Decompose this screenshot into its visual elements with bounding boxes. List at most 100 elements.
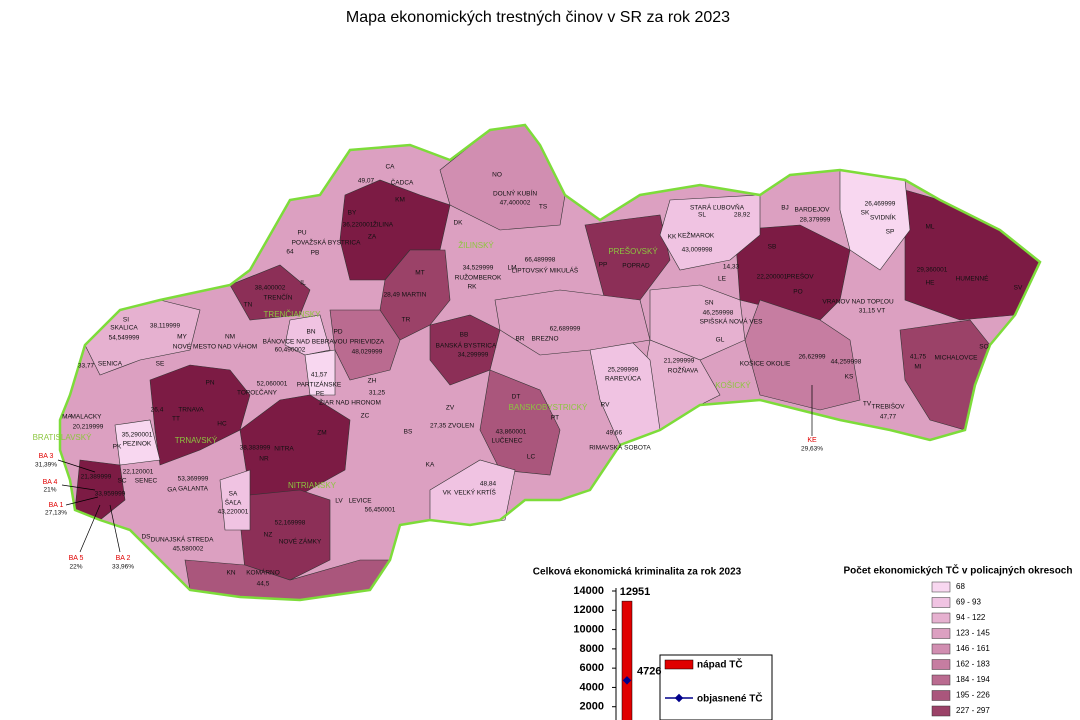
y-tick-label: 10000 <box>573 623 604 635</box>
bar <box>621 600 633 720</box>
district <box>219 469 251 531</box>
district-label: 45,580002 <box>173 546 204 553</box>
legend-title: Počet ekonomických TČ v policajných okre… <box>844 564 1073 577</box>
district-label: SENICA <box>98 361 123 368</box>
district-label: POPRAD <box>622 263 650 270</box>
district-label: 33,959999 <box>95 491 126 498</box>
district-label: 36,220001 <box>343 222 374 229</box>
district-label: 26,469999 <box>865 201 896 208</box>
district-label: SP <box>886 229 895 236</box>
district-label: 60,490002 <box>275 347 306 354</box>
district-label: TV <box>863 401 872 408</box>
district <box>284 314 331 356</box>
district-label: 41,57 <box>311 372 328 379</box>
district-label: LV <box>335 498 343 505</box>
district-label: DUNAJSKÁ STREDA <box>151 535 215 544</box>
legend-swatch <box>931 659 951 670</box>
district-label: 31,39% <box>35 462 57 469</box>
district-label: VK <box>443 490 452 497</box>
district-label: RIMAVSKÁ SOBOTA <box>589 443 651 452</box>
legend-label: 146 - 161 <box>956 644 990 653</box>
district-label: ZC <box>361 413 370 420</box>
district-label: SC <box>117 478 126 485</box>
legend-label: 123 - 145 <box>956 629 990 638</box>
district-label: MA <box>62 414 72 421</box>
district-label: 26,4 <box>151 407 164 414</box>
legend-label: nápad TČ <box>697 658 743 671</box>
district-label: 22% <box>69 564 82 571</box>
district-label: 64 <box>286 249 294 256</box>
district-label: 28,92 <box>734 212 751 219</box>
map <box>58 123 1042 602</box>
legend-swatch <box>931 612 951 624</box>
district-label: 48,029999 <box>352 349 383 356</box>
district-label: 53,369999 <box>178 476 209 483</box>
district-label: LE <box>718 276 727 283</box>
legend-label: 227 - 297 <box>956 706 990 715</box>
district-label: 62,689999 <box>550 326 581 333</box>
district-label: 48,84 <box>480 481 497 488</box>
district-label: BA 5 <box>69 555 84 562</box>
district-label: BANSKÁ BYSTRICA <box>436 341 497 350</box>
district-label: 43,220001 <box>218 509 249 516</box>
y-tick-label: 12000 <box>573 604 604 616</box>
district-label: 27,35 ZVOLEN <box>430 423 474 430</box>
district-label: 14,33 <box>723 264 740 271</box>
legend-swatch <box>931 581 951 593</box>
district-label: NO <box>492 172 502 179</box>
district-label: 26,62999 <box>798 354 825 361</box>
district-label: DS <box>141 534 151 541</box>
country-border <box>58 123 1042 602</box>
district-label: BARDEJOV <box>794 207 830 214</box>
region-label: KOŠICKÝ <box>715 381 751 390</box>
district-label: MALACKY <box>70 414 102 421</box>
district-label: NZ <box>264 532 273 539</box>
legend-swatch <box>931 643 951 655</box>
district-label: 66,489998 <box>525 257 556 264</box>
district-label: PN <box>205 380 214 387</box>
district-label: PK <box>113 444 122 451</box>
district-label: ŽILINA <box>373 220 394 229</box>
district-label: DOLNÝ KUBÍN <box>493 189 537 198</box>
district-label: TR <box>402 317 411 324</box>
district-label: LC <box>527 454 536 461</box>
district-label: SVIDNÍK <box>870 213 897 222</box>
district-label: STARÁ ĽUBOVŇA <box>690 203 745 212</box>
district-label: ZM <box>317 430 326 437</box>
district-label: LUČENEC <box>491 436 522 445</box>
district-label: 52,169998 <box>275 520 306 527</box>
district-label: 28,379999 <box>800 217 831 224</box>
district-label: 35,290001 <box>122 432 153 439</box>
district-label: 22,200001 <box>757 274 788 281</box>
district-label: ČADCA <box>391 178 414 187</box>
district-label: RV <box>601 402 611 409</box>
district-label: 44,259998 <box>831 359 862 366</box>
district-label: 56,450001 <box>365 507 396 514</box>
district-label: PU <box>297 230 306 237</box>
district-label: BREZNO <box>531 336 558 343</box>
district-label: ZA <box>368 234 377 241</box>
y-tick-label: 4000 <box>580 681 604 693</box>
district-label: NR <box>259 456 269 463</box>
district <box>479 369 561 476</box>
district-label: PT <box>551 415 559 422</box>
district-label: SA <box>229 491 238 498</box>
callouts <box>57 385 813 553</box>
district-label: BA 3 <box>39 453 54 460</box>
district-label: 21,299999 <box>664 358 695 365</box>
district-label: NOVÉ ZÁMKY <box>279 537 322 546</box>
y-tick-label: 6000 <box>580 662 604 674</box>
district-label: 47,77 <box>880 414 897 421</box>
district-label: DK <box>453 220 463 227</box>
district-label: 21,389999 <box>81 474 112 481</box>
district-label: PP <box>599 262 608 269</box>
district-label: PREŠOV <box>786 272 814 281</box>
district-label: 41,75 <box>910 354 927 361</box>
district-label: KEŽMAROK <box>678 231 715 240</box>
district-label: 34,529999 <box>463 265 494 272</box>
legend-label: 195 - 226 <box>956 691 990 700</box>
point-value-label: 4726 <box>637 665 661 677</box>
district-label: 44,5 <box>257 581 270 588</box>
district-label: TT <box>172 416 180 423</box>
region-label: PREŠOVSKÝ <box>608 247 658 256</box>
